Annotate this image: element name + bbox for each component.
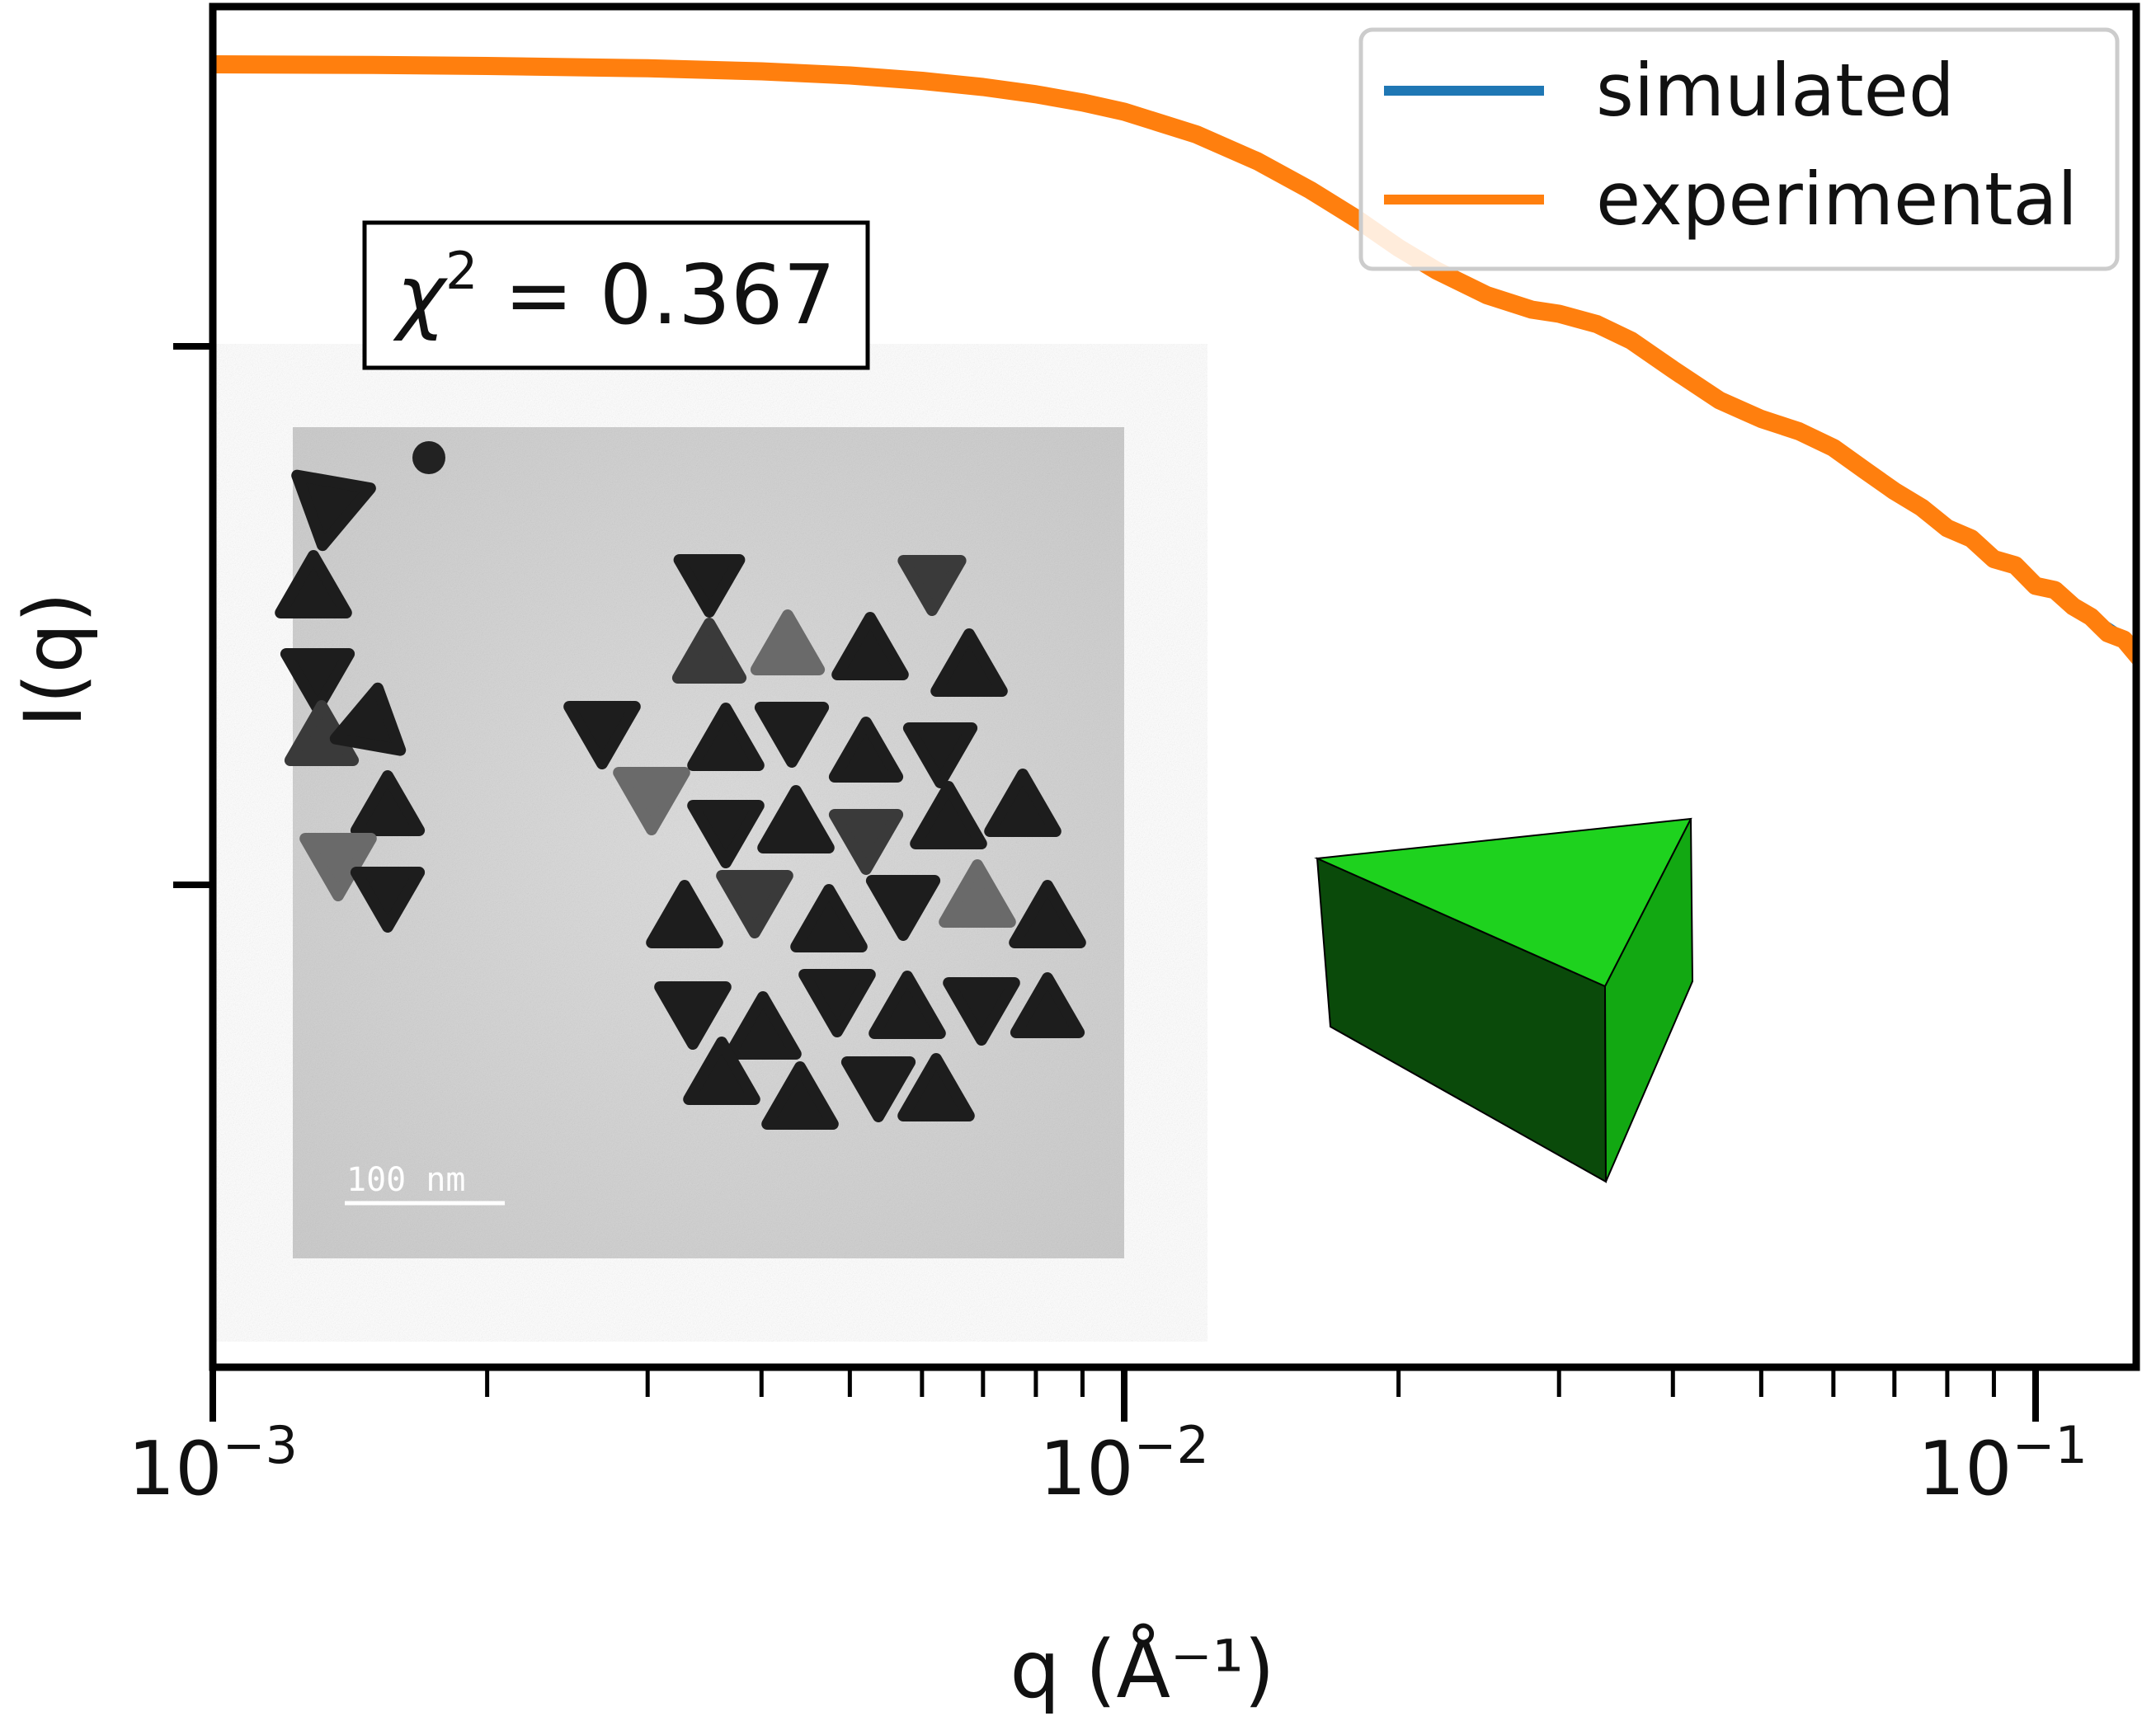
chi-sup: 2 — [445, 241, 478, 301]
series-layer — [213, 55, 2135, 666]
nanoprism-particles — [275, 441, 1086, 1130]
y-ticks — [173, 343, 213, 888]
x-tick-label: 10−3 — [128, 1415, 298, 1512]
legend-label-experimental: experimental — [1596, 157, 2078, 242]
chi-square-annotation: χ2 = 0.367 — [362, 220, 870, 370]
chi-value: = 0.367 — [478, 247, 836, 343]
x-ticks: 10−3 10−2 10−1 — [128, 1367, 2088, 1512]
legend: simulated experimental — [1358, 27, 2120, 271]
svg-text:χ2 = 0.367: χ2 = 0.367 — [393, 241, 836, 343]
tem-inset-image: 100 nm — [275, 427, 1124, 1258]
x-tick-label: 10−2 — [1039, 1415, 1209, 1512]
x-axis-label: q (Å⁻¹) — [1010, 1623, 1274, 1716]
chi-symbol: χ — [393, 247, 449, 343]
y-axis-label: I(q) — [7, 592, 100, 727]
legend-label-simulated: simulated — [1596, 48, 1955, 133]
plot-frame — [209, 2, 2140, 1371]
scale-bar-label: 100 nm — [346, 1161, 466, 1199]
triangular-prism-illustration — [1314, 817, 1694, 1183]
series-line-experimental — [213, 55, 2135, 666]
x-tick-label: 10−1 — [1918, 1415, 2088, 1512]
